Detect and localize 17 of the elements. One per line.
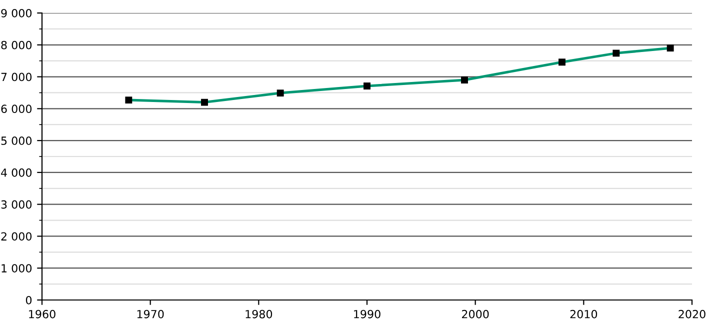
y-tick-label: 6 000: [1, 104, 32, 114]
x-tick-label: 1960: [29, 310, 56, 318]
y-tick-label: 1 000: [2, 264, 32, 272]
x-tick-label: 2000: [462, 310, 489, 318]
x-tick-label: 1980: [246, 310, 272, 318]
x-tick-label: 2020: [678, 310, 706, 318]
y-tick-label: 3 000: [1, 200, 32, 209]
y-tick-label: 5 000: [1, 136, 32, 145]
y-tick-label: 4 000: [1, 168, 32, 177]
y-tick-label: 2 000: [1, 232, 32, 241]
y-tick-label: 9 000: [1, 8, 32, 18]
x-tick-label: 2010: [570, 310, 598, 318]
x-tick-label: 1970: [137, 310, 164, 318]
y-tick-label: 7 000: [1, 72, 32, 82]
x-tick-label: 1990: [354, 310, 380, 318]
y-tick-label: 8 000: [1, 40, 32, 50]
y-tick-label: 0: [26, 296, 32, 304]
